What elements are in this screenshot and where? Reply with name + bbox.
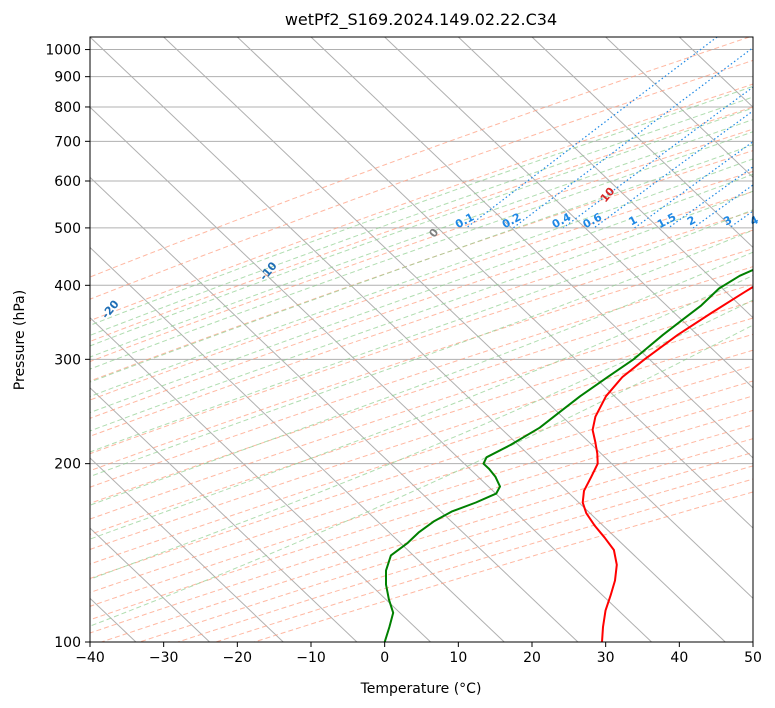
x-tick-label: 50 bbox=[744, 650, 762, 666]
y-tick-label: 300 bbox=[54, 352, 81, 368]
mixing-ratio-line bbox=[593, 110, 753, 229]
x-tick-label: 30 bbox=[597, 650, 615, 666]
y-tick-label: 600 bbox=[54, 174, 81, 190]
isotherm-line bbox=[163, 37, 753, 599]
moist-adiabat bbox=[90, 158, 753, 398]
mixing-ratio-line bbox=[634, 140, 753, 229]
dry-adiabat bbox=[90, 170, 753, 401]
isotherm-line bbox=[90, 176, 579, 642]
x-axis-label: Temperature (°C) bbox=[360, 681, 482, 697]
y-tick-label: 800 bbox=[54, 100, 81, 116]
series-layer bbox=[383, 268, 753, 642]
temperature-line bbox=[581, 285, 753, 642]
dry-adiabat bbox=[90, 106, 753, 342]
x-tick-label: −30 bbox=[149, 650, 179, 666]
isotherm-line bbox=[90, 37, 726, 642]
dry-adiabat-label: -10 bbox=[257, 259, 280, 283]
dry-adiabat bbox=[90, 300, 753, 520]
mixing-ratio-line bbox=[562, 86, 753, 229]
dry-adiabat-label: -20 bbox=[99, 297, 122, 321]
x-tick-label: 0 bbox=[380, 650, 389, 666]
moist-adiabat bbox=[90, 190, 753, 432]
y-axis-label: Pressure (hPa) bbox=[12, 290, 28, 390]
axes: −40 −30 −20 −10 0 10 20 30 40 50 100 200 300 400 500 60… bbox=[45, 43, 762, 666]
grid-lines bbox=[0, 37, 775, 642]
mixing-ratio-label: 2 bbox=[685, 213, 698, 228]
isotherm-line bbox=[90, 387, 358, 642]
isotherm-line bbox=[605, 37, 753, 179]
mixing-ratio-line bbox=[756, 37, 775, 228]
y-tick-label: 900 bbox=[54, 70, 81, 86]
isotherm-line bbox=[90, 106, 652, 642]
y-tick-label: 500 bbox=[54, 221, 81, 237]
isotherm-line bbox=[90, 246, 505, 642]
x-tick-label: 40 bbox=[670, 650, 688, 666]
dry-adiabat-label: 10 bbox=[598, 185, 618, 205]
isotherm-line bbox=[90, 527, 210, 642]
isotherm-line bbox=[678, 37, 753, 108]
moist-adiabat bbox=[90, 274, 753, 540]
chart-title: wetPf2_S169.2024.149.02.22.C34 bbox=[285, 10, 557, 30]
isotherm-line bbox=[752, 37, 753, 38]
y-tick-label: 400 bbox=[54, 278, 81, 294]
dewpoint-line bbox=[383, 268, 753, 642]
moist-adiabat bbox=[90, 107, 753, 347]
dry-adiabat bbox=[139, 451, 753, 642]
y-tick-label: 100 bbox=[54, 635, 81, 651]
isotherm-line bbox=[531, 37, 753, 249]
dry-adiabat bbox=[90, 380, 753, 594]
mixing-ratio-label: 4 bbox=[748, 213, 761, 228]
dry-adiabat bbox=[177, 465, 753, 642]
moist-adiabat bbox=[90, 229, 753, 478]
dry-adiabat bbox=[90, 333, 753, 550]
x-tick-label: 10 bbox=[449, 650, 467, 666]
dry-adiabat bbox=[90, 349, 753, 565]
dry-adiabat bbox=[90, 59, 753, 300]
y-tick-label: 200 bbox=[54, 457, 81, 473]
x-tick-label: −20 bbox=[223, 650, 253, 666]
mixing-ratio-label: 1 bbox=[627, 213, 640, 228]
moist-adiabat bbox=[90, 324, 753, 627]
isotherm-line bbox=[90, 457, 284, 642]
x-tick-label: 20 bbox=[523, 650, 541, 666]
isotherm-line bbox=[310, 37, 753, 459]
dry-adiabat bbox=[90, 150, 753, 382]
y-tick-label: 700 bbox=[54, 134, 81, 150]
dry-adiabat bbox=[90, 37, 750, 278]
x-tick-label: −40 bbox=[75, 650, 105, 666]
isotherm-line bbox=[457, 37, 753, 319]
isotherm-line bbox=[236, 37, 753, 529]
isotherm-line bbox=[90, 316, 431, 642]
dry-adiabat bbox=[90, 365, 753, 580]
moist-adiabat bbox=[90, 173, 753, 414]
isotherm-line bbox=[384, 37, 753, 389]
isotherm-line bbox=[0, 37, 62, 642]
dry-adiabat bbox=[90, 317, 753, 535]
x-tick-label: −10 bbox=[296, 650, 326, 666]
moist-adiabat bbox=[90, 85, 753, 326]
dry-adiabat bbox=[90, 409, 753, 621]
plot-frame bbox=[89, 36, 754, 643]
moist-adiabat bbox=[90, 251, 753, 506]
y-tick-label: 1000 bbox=[45, 43, 81, 59]
mixing-ratio-line bbox=[465, 37, 718, 229]
dry-adiabat bbox=[90, 395, 753, 607]
moist-adiabat bbox=[90, 144, 753, 383]
moist-adiabat bbox=[90, 118, 753, 358]
